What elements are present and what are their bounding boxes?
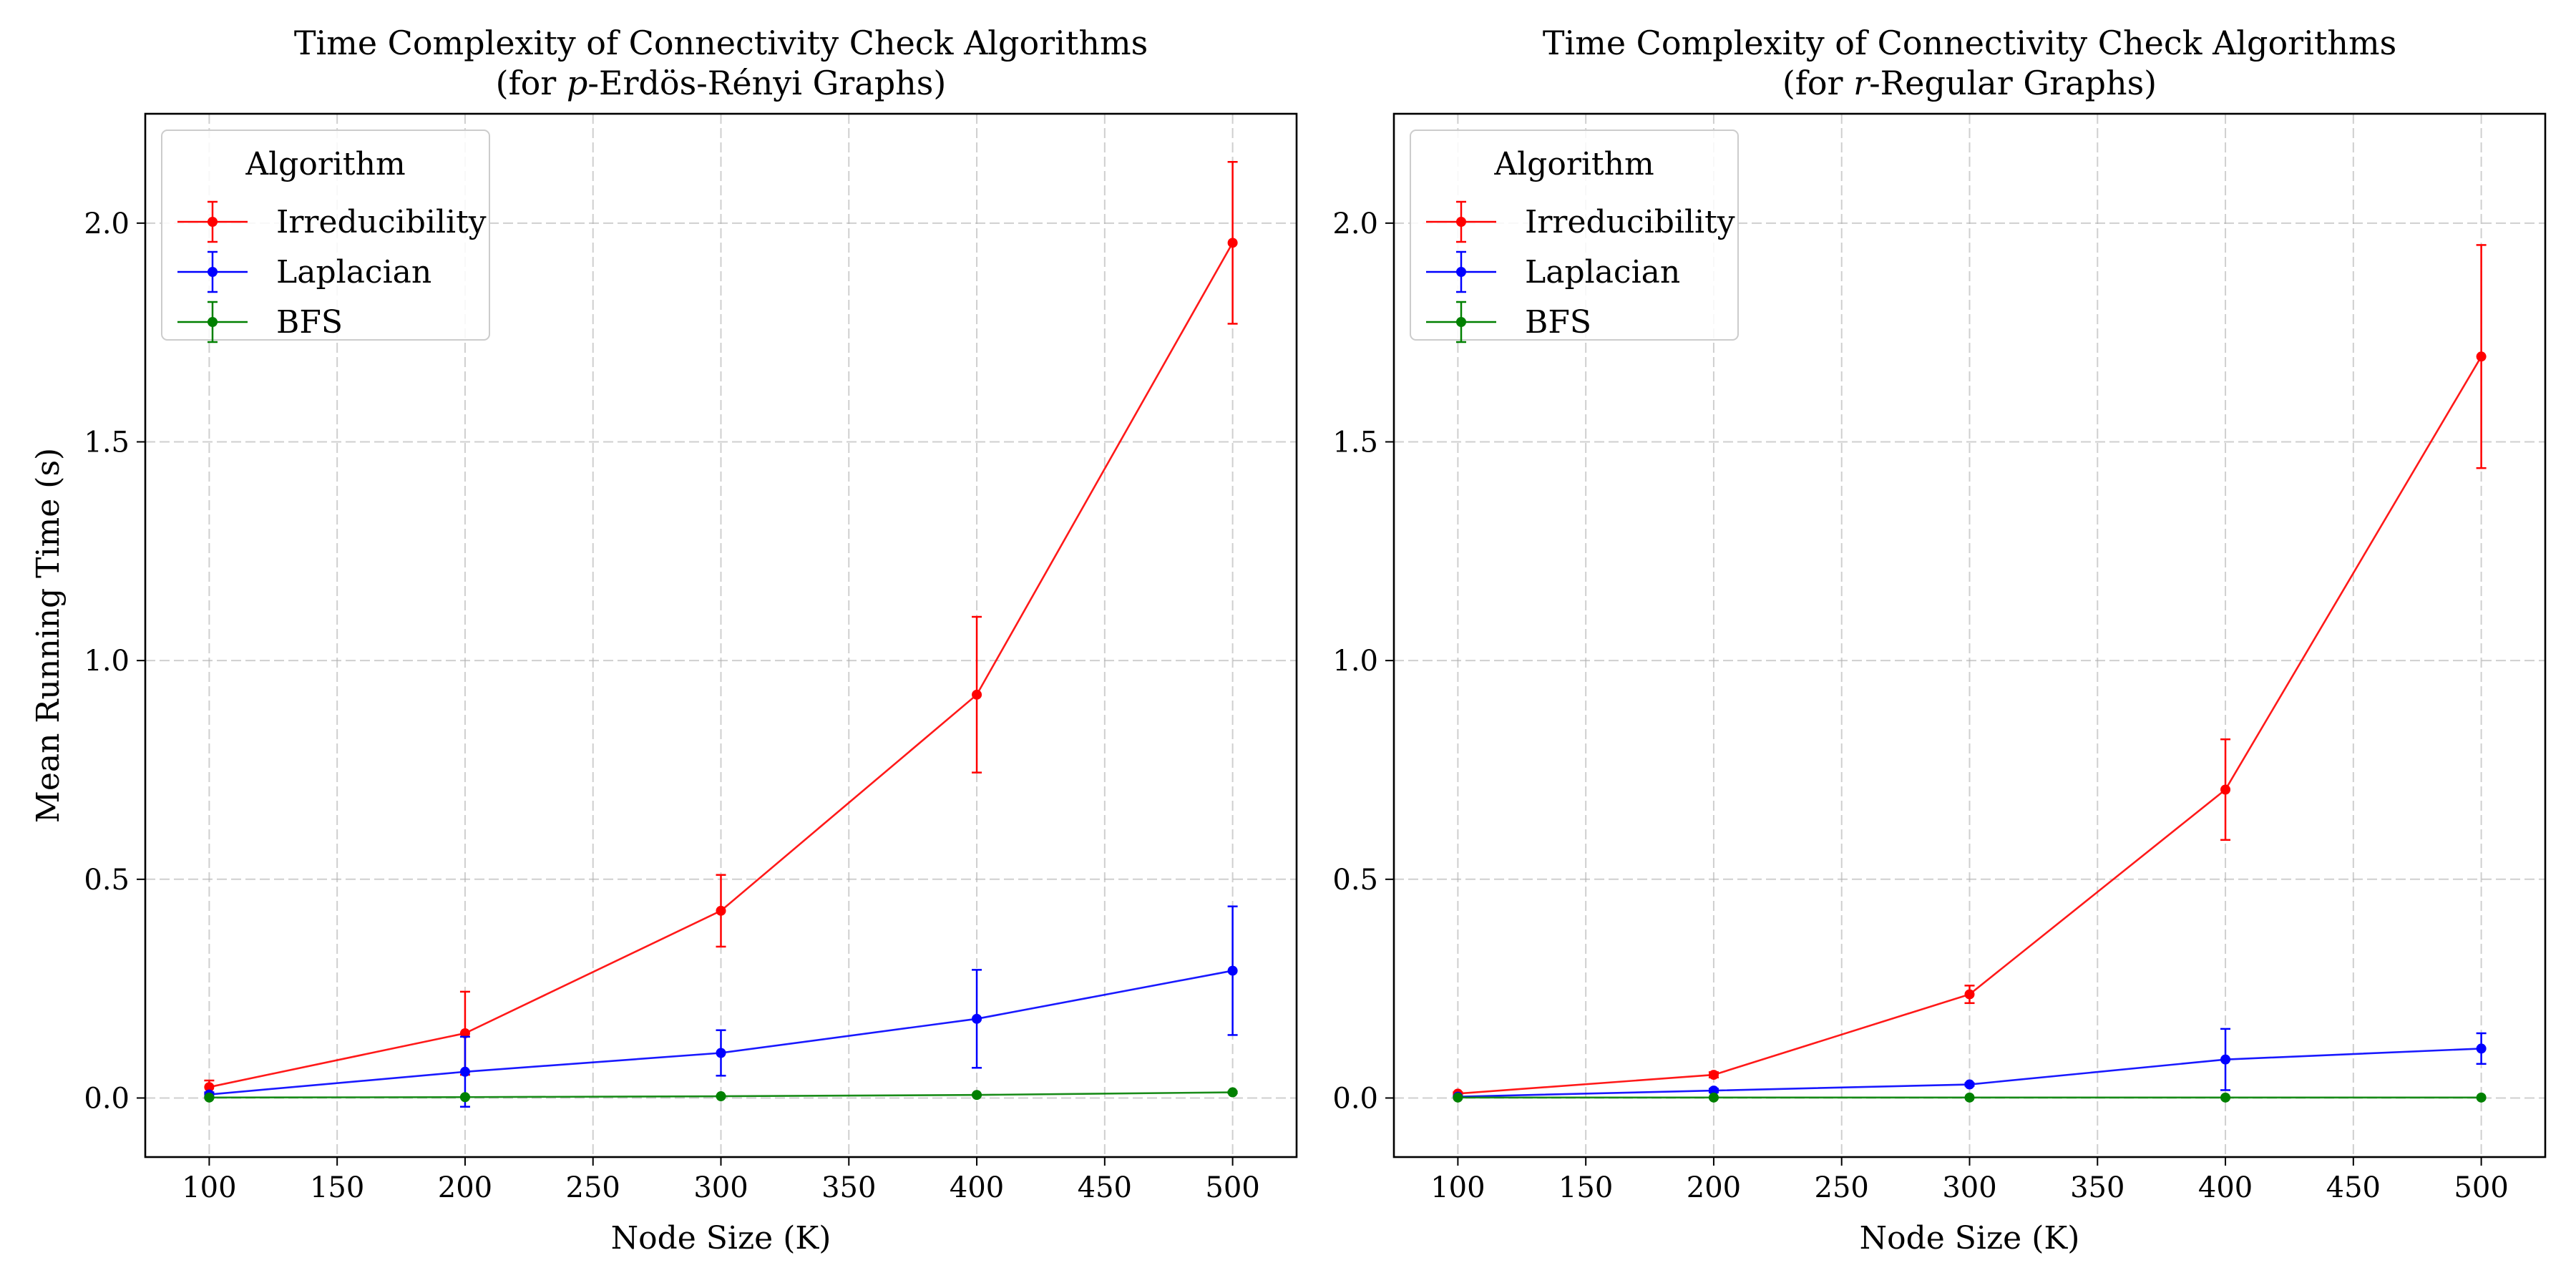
chart-1-x-tick-label-7: 450 [2326,1171,2381,1204]
chart-1-y-tick-label-4: 2.0 [1332,208,1378,240]
chart-0-x-tick-label-1: 150 [310,1171,364,1204]
chart-1-x-tick-label-2: 200 [1687,1171,1741,1204]
chart-1-irreducibility-point-2 [1964,989,1975,1000]
chart-0-bfs-point-4 [1227,1087,1238,1098]
chart-0-laplacian-point-1 [459,1066,470,1077]
chart-1-y-tick-label-1: 0.5 [1332,864,1378,897]
chart-0-x-tick-label-6: 400 [950,1171,1004,1204]
chart-1-legend-title: Algorithm [1493,146,1654,182]
chart-1-y-tick-label-3: 1.5 [1332,426,1378,459]
chart-0-x-tick-label-5: 350 [821,1171,876,1204]
chart-0-legend-bfs-label: BFS [276,304,343,341]
chart-1-irreducibility-point-3 [2220,784,2231,795]
chart-1-x-axis-label: Node Size (K) [1860,1220,2080,1257]
chart-0-x-tick-label-7: 450 [1078,1171,1132,1204]
chart-0-y-tick-label-3: 1.5 [84,426,130,459]
chart-0-legend-irreducibility-label: Irreducibility [276,204,487,240]
chart-1-legend-laplacian-handle-marker [1456,267,1466,277]
chart-0-legend-laplacian-handle-marker [208,267,218,277]
chart-1-title-line2-prefix: (for [1782,64,1853,102]
chart-0-y-tick-label-2: 1.0 [84,645,130,678]
chart-0-legend-title: Algorithm [245,146,405,182]
chart-1-legend-laplacian-label: Laplacian [1525,254,1680,291]
chart-0-y-tick-label-1: 0.5 [84,864,130,897]
chart-panel-erdos-renyi: 100 150 200 250 300 350 400 450 500 0.0 0.5 1.0 1.5 2… [30,24,1298,1257]
chart-1-bfs-point-0 [1453,1092,1463,1103]
chart-0-x-tick-label-0: 100 [182,1171,236,1204]
chart-0-legend-box [161,130,490,341]
chart-0-title-line1: Time Complexity of Connectivity Check Al… [294,24,1148,62]
chart-1-x-tick-label-6: 400 [2198,1171,2253,1204]
chart-1-y-tick-label-2: 1.0 [1332,645,1378,678]
chart-1-x-tick-label-4: 300 [1942,1171,1996,1204]
chart-1-legend-box [1410,130,1739,341]
chart-1-legend-irreducibility-handle-marker [1456,217,1466,227]
chart-0-x-tick-label-8: 500 [1205,1171,1259,1204]
chart-1-x-tick-label-1: 150 [1558,1171,1613,1204]
chart-panel-regular: 100 150 200 250 300 350 400 450 500 0.0 0.5 1.0 1.5 2… [1332,24,2547,1257]
chart-0-bfs-point-0 [204,1092,215,1103]
chart-1-irreducibility-point-1 [1708,1070,1719,1080]
chart-1-bfs-point-2 [1964,1092,1975,1103]
chart-0-legend-bfs-handle-marker [208,317,218,327]
chart-0-bfs-point-1 [459,1092,470,1103]
chart-0-title-line2-prefix: (for [496,64,567,102]
chart-1-legend: Algorithm Irreducibility Laplacian BFS [1410,130,1739,343]
chart-0-irreducibility-point-4 [1227,238,1238,248]
chart-1-x-tick-label-3: 250 [1815,1171,1869,1204]
chart-0-laplacian-point-3 [972,1013,982,1024]
chart-0-y-axis-label: Mean Running Time (s) [30,448,67,823]
chart-1-title-line2-var: r [1853,64,1871,102]
chart-1-irreducibility-point-4 [2476,351,2487,362]
chart-1-bfs-point-1 [1708,1092,1719,1103]
chart-1-bfs-point-3 [2220,1092,2231,1103]
chart-1-x-tick-label-5: 350 [2070,1171,2124,1204]
chart-0-irreducibility-point-1 [459,1028,470,1038]
chart-1-laplacian-point-1 [1708,1085,1719,1096]
chart-0-laplacian-point-2 [716,1048,726,1058]
chart-0-legend-laplacian-label: Laplacian [276,254,431,291]
chart-0-x-axis-label: Node Size (K) [611,1220,831,1257]
chart-0-y-tick-label-0: 0.0 [84,1082,130,1115]
chart-0-irreducibility-point-2 [716,905,726,916]
chart-1-bfs-point-4 [2476,1092,2487,1103]
chart-1-title-line2-suffix: -Regular Graphs) [1869,64,2157,102]
chart-0-irreducibility-point-3 [972,689,982,700]
chart-1-y-tick-label-0: 0.0 [1332,1082,1378,1115]
chart-0-title-line2-var: p [567,64,587,102]
chart-1-laplacian-point-2 [1964,1079,1975,1090]
chart-0-x-tick-label-4: 300 [693,1171,748,1204]
chart-0-irreducibility-point-0 [204,1082,215,1093]
chart-1-legend-irreducibility-label: Irreducibility [1525,204,1735,240]
chart-0-x-tick-label-3: 250 [566,1171,620,1204]
chart-1-x-tick-label-0: 100 [1430,1171,1485,1204]
chart-0-title-line2-suffix: -Erdös-Rényi Graphs) [587,64,946,102]
chart-1-title-line2: (for r-Regular Graphs) [1782,64,2157,102]
chart-0-bfs-point-3 [972,1090,982,1101]
chart-1-laplacian-point-4 [2476,1043,2487,1054]
chart-1-laplacian-point-3 [2220,1054,2231,1065]
chart-1-legend-bfs-handle-marker [1456,317,1466,327]
chart-0-laplacian-point-4 [1227,965,1238,976]
chart-1-title-line1: Time Complexity of Connectivity Check Al… [1543,24,2396,62]
chart-0-legend-irreducibility-handle-marker [208,217,218,227]
chart-1-legend-bfs-label: BFS [1525,304,1591,341]
chart-0-title-line2: (for p-Erdös-Rényi Graphs) [496,64,947,102]
chart-0-bfs-point-2 [716,1091,726,1102]
chart-1-x-tick-label-8: 500 [2454,1171,2508,1204]
chart-0-y-tick-label-4: 2.0 [84,208,130,240]
chart-0-legend: Algorithm Irreducibility Laplacian BFS [161,130,490,343]
chart-0-x-tick-label-2: 200 [438,1171,492,1204]
